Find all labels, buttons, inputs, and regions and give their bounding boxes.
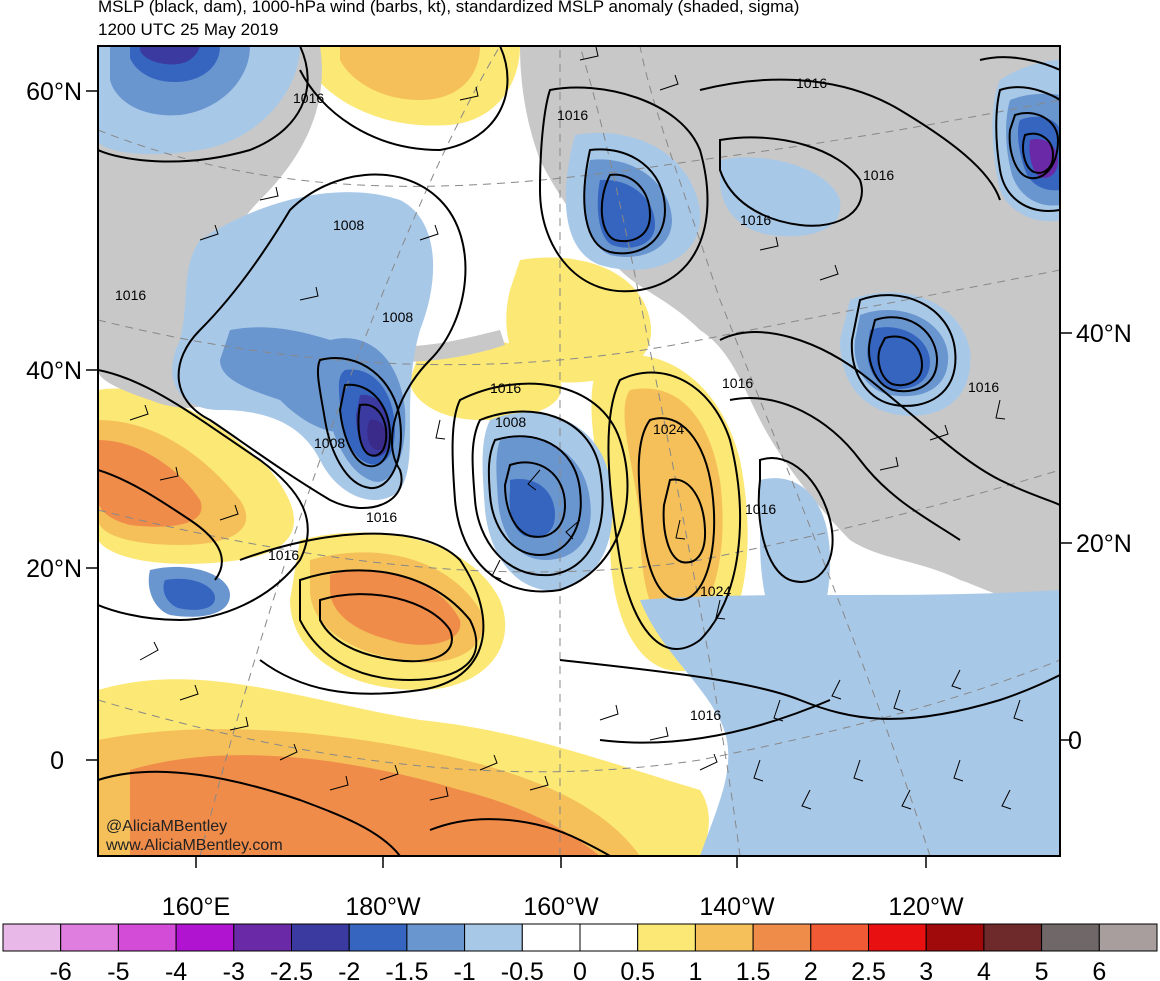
colorbar-label: -3 <box>223 958 245 981</box>
contour-label: 1016 <box>745 501 776 517</box>
colorbar-label: -5 <box>107 958 129 981</box>
mslp-contours <box>98 46 1060 856</box>
colorbar-swatch <box>348 923 408 952</box>
contour-label: 1016 <box>968 379 999 395</box>
colorbar-label: 2.5 <box>851 958 886 981</box>
colorbar-swatch <box>810 923 869 952</box>
chart-title: MSLP (black, dam), 1000-hPa wind (barbs,… <box>98 0 800 16</box>
colorbar-swatch <box>406 923 466 952</box>
colorbar <box>2 923 1158 952</box>
contour-label: 1016 <box>557 107 588 123</box>
contour-label: 1016 <box>722 375 753 391</box>
colorbar-label: 4 <box>977 958 991 981</box>
axis-ticks <box>86 90 1072 868</box>
colorbar-swatch <box>983 923 1043 952</box>
colorbar-label: 1.5 <box>736 958 771 981</box>
lon-label: 140°W <box>699 893 775 921</box>
colorbar-swatch <box>117 923 177 952</box>
colorbar-swatch <box>291 923 350 952</box>
colorbar-label: -2.5 <box>270 958 313 981</box>
contour-label: 1016 <box>268 547 299 563</box>
colorbar-label: -1.5 <box>385 958 428 981</box>
lat-label-left: 20°N <box>26 555 82 583</box>
contour-label: 1016 <box>490 380 521 396</box>
colorbar-swatch <box>1098 923 1158 952</box>
contour-label: 1024 <box>700 583 731 599</box>
colorbar-swatch <box>694 923 754 952</box>
contour-label: 1016 <box>690 707 721 723</box>
colorbar-labels: -6 -5 -4 -3 -2.5 -2 -1.5 -1 -0.5 0 0.5 1 1.5 2 2.5 3 4 5 6 <box>50 958 1107 981</box>
colorbar-swatch <box>925 923 985 952</box>
contour-labels: 1016 1016 1008 1008 1016 1016 1016 1016 … <box>115 75 999 723</box>
contour-label: 1008 <box>333 217 364 233</box>
contour-label: 1016 <box>740 212 771 228</box>
lon-label: 160°E <box>162 893 230 921</box>
lat-label-right: 40°N <box>1076 320 1132 348</box>
graticule <box>98 46 1060 856</box>
colorbar-swatch <box>637 923 696 952</box>
map-border <box>97 45 1061 857</box>
negative-anomaly-shading <box>98 46 1060 856</box>
wind-barbs <box>129 46 1024 810</box>
contour-label: 1008 <box>495 414 526 430</box>
contour-label: 1016 <box>293 90 324 106</box>
colorbar-label: 1 <box>688 958 702 981</box>
contour-label: 1008 <box>314 435 345 451</box>
lat-label-left: 0 <box>50 747 64 775</box>
colorbar-swatch <box>752 923 812 952</box>
longitude-labels: 160°E 180°W 160°W 140°W 120°W <box>162 893 964 921</box>
chart-datetime: 1200 UTC 25 May 2019 <box>98 20 279 39</box>
lon-label: 120°W <box>888 893 964 921</box>
colorbar-label: -6 <box>50 958 72 981</box>
contour-label: 1016 <box>863 167 894 183</box>
colorbar-swatch <box>1041 923 1100 952</box>
colorbar-swatch <box>2 923 62 952</box>
contour-label: 1008 <box>382 309 413 325</box>
colorbar-label: 3 <box>919 958 933 981</box>
colorbar-swatch <box>579 923 639 952</box>
contour-label: 1016 <box>115 287 146 303</box>
colorbar-label: 0 <box>573 958 587 981</box>
latitude-labels: 60°N 40°N 20°N 0 40°N 20°N 0 <box>26 78 1132 775</box>
colorbar-swatch <box>464 923 523 952</box>
credit-website: www.AliciaMBentley.com <box>105 837 283 854</box>
lat-label-left: 40°N <box>26 357 82 385</box>
colorbar-swatch <box>868 923 927 952</box>
colorbar-swatch <box>175 923 235 952</box>
credit-handle: @AliciaMBentley <box>106 818 227 835</box>
colorbar-label: -0.5 <box>501 958 544 981</box>
colorbar-swatch <box>60 923 119 952</box>
contour-label: 1016 <box>366 509 397 525</box>
lon-label: 160°W <box>523 893 599 921</box>
lat-label-left: 60°N <box>26 78 82 106</box>
map-panel: 1016 1016 1008 1008 1016 1016 1016 1016 … <box>98 46 1060 856</box>
contour-label: 1024 <box>653 421 684 437</box>
colorbar-label: 5 <box>1035 958 1049 981</box>
colorbar-label: 6 <box>1092 958 1106 981</box>
colorbar-label: 2 <box>804 958 818 981</box>
colorbar-swatch <box>521 923 581 952</box>
colorbar-label: -4 <box>165 958 187 981</box>
contour-label: 1016 <box>796 75 827 91</box>
colorbar-label: -2 <box>338 958 360 981</box>
colorbar-label: 0.5 <box>620 958 655 981</box>
colorbar-swatch <box>233 923 293 952</box>
lat-label-right: 0 <box>1068 727 1082 755</box>
lon-label: 180°W <box>345 893 421 921</box>
lat-label-right: 20°N <box>1076 530 1132 558</box>
colorbar-label: -1 <box>453 958 475 981</box>
